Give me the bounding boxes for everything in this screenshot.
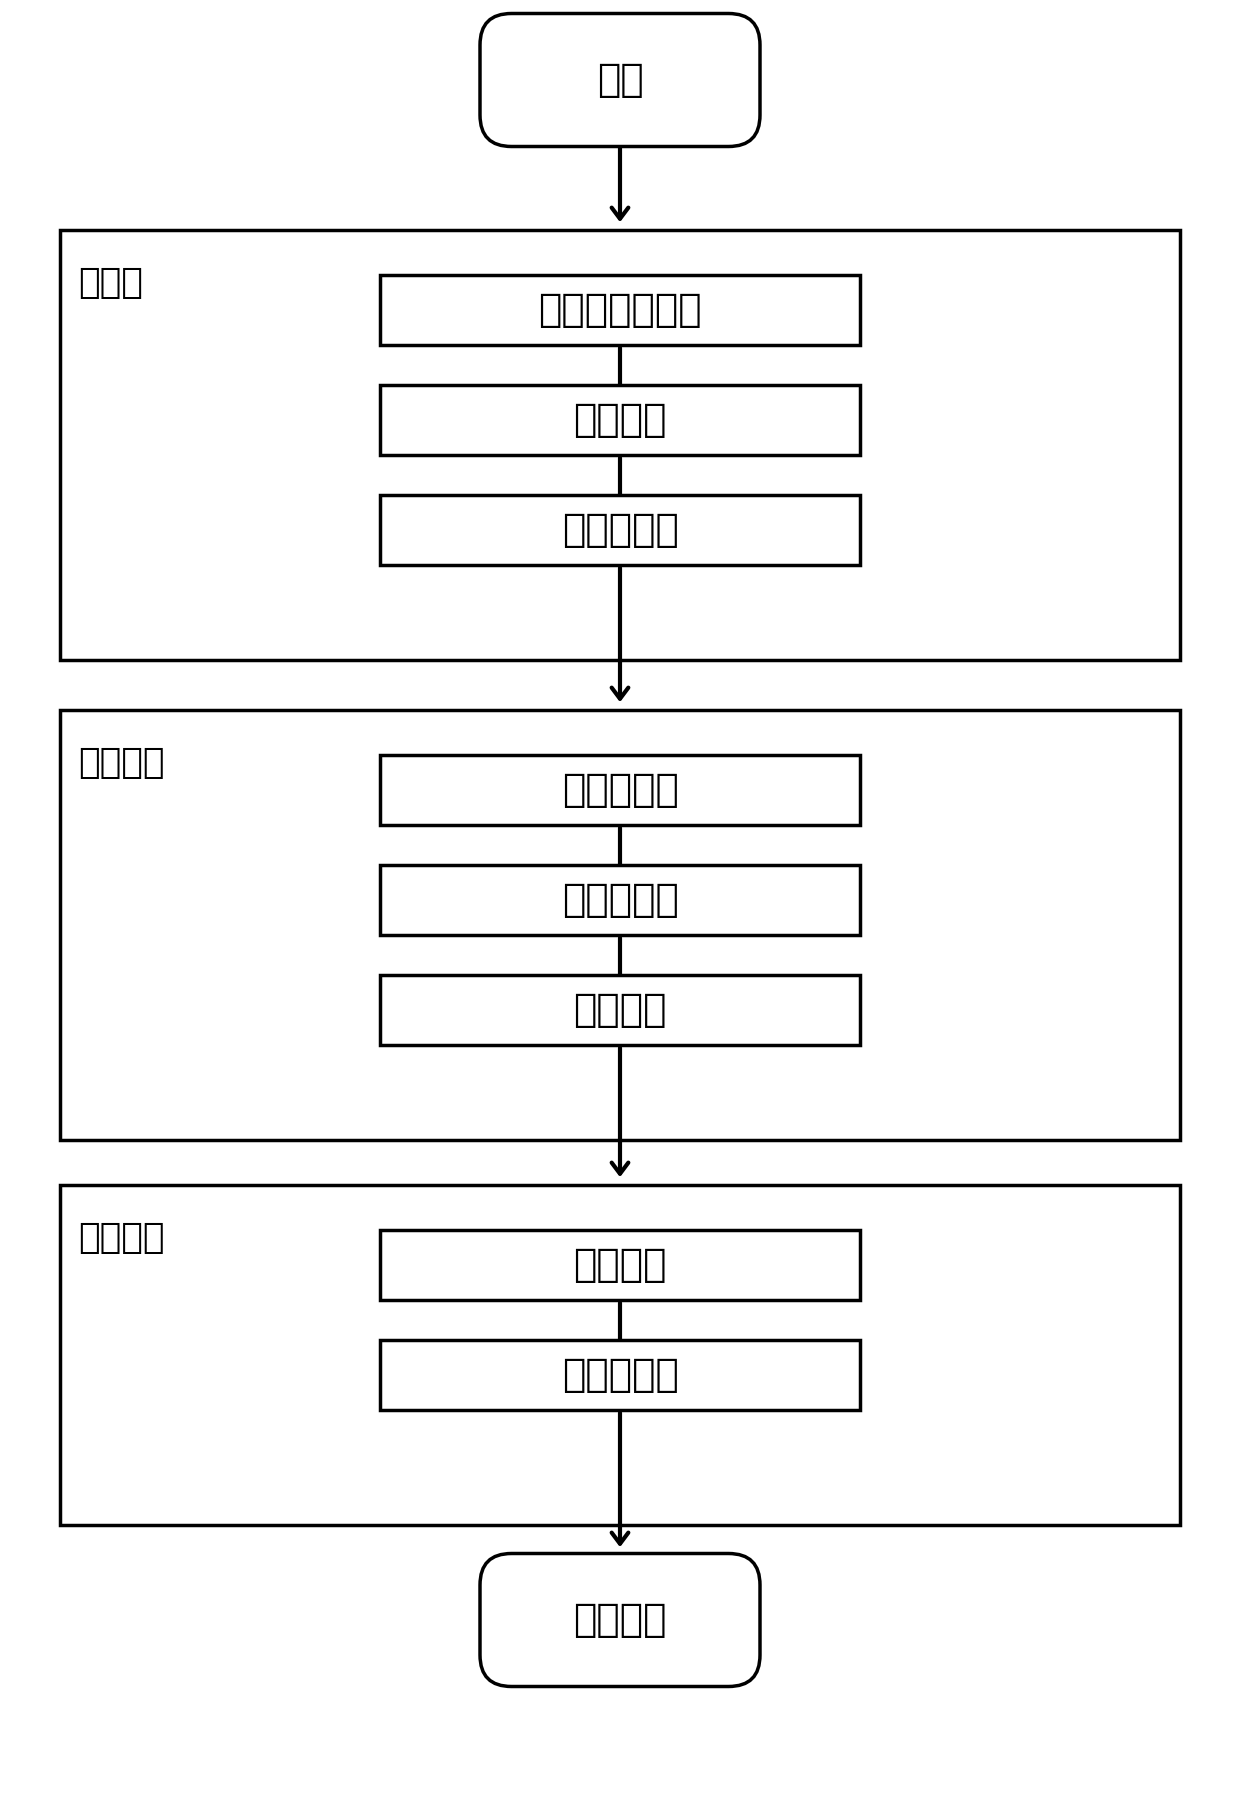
Bar bbox=[379, 865, 861, 935]
Bar bbox=[379, 754, 861, 825]
Text: 图像处理: 图像处理 bbox=[78, 1220, 165, 1254]
Bar bbox=[60, 229, 1180, 661]
Bar bbox=[379, 495, 861, 565]
Bar bbox=[379, 1229, 861, 1300]
Text: 图像处理: 图像处理 bbox=[573, 1245, 667, 1283]
Text: 预处理: 预处理 bbox=[78, 265, 143, 300]
FancyBboxPatch shape bbox=[480, 13, 760, 146]
Bar bbox=[379, 1339, 861, 1410]
Bar bbox=[379, 274, 861, 345]
Text: 实验初始化: 实验初始化 bbox=[562, 511, 678, 549]
Text: 相机标定: 相机标定 bbox=[573, 401, 667, 439]
Bar bbox=[60, 709, 1180, 1141]
Text: 结构光投影: 结构光投影 bbox=[562, 881, 678, 919]
Bar bbox=[379, 384, 861, 455]
Text: 拍摄照片: 拍摄照片 bbox=[573, 991, 667, 1029]
Bar bbox=[60, 1186, 1180, 1525]
Text: 匹配数据库: 匹配数据库 bbox=[562, 1356, 678, 1393]
Bar bbox=[379, 975, 861, 1045]
Text: 实验设置: 实验设置 bbox=[78, 745, 165, 780]
Text: 开始: 开始 bbox=[596, 61, 644, 99]
Text: 液体分类: 液体分类 bbox=[573, 1601, 667, 1639]
Text: 发射超声波: 发射超声波 bbox=[562, 771, 678, 809]
Text: 建立液体数据库: 建立液体数据库 bbox=[538, 291, 702, 329]
FancyBboxPatch shape bbox=[480, 1554, 760, 1686]
